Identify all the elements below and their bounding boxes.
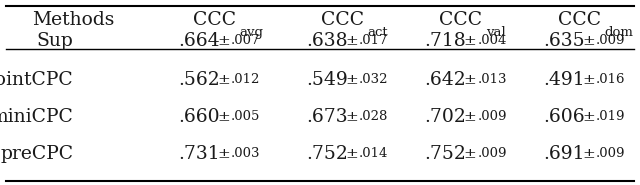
- Text: jointCPC: jointCPC: [0, 70, 74, 89]
- Text: ±: ±: [582, 73, 595, 87]
- Text: miniCPC: miniCPC: [0, 107, 74, 126]
- Text: .635: .635: [543, 32, 585, 50]
- Text: .691: .691: [543, 144, 584, 163]
- Text: ±: ±: [345, 110, 358, 124]
- Text: CCC: CCC: [557, 11, 601, 29]
- Text: .019: .019: [596, 110, 625, 123]
- Text: val: val: [486, 26, 506, 39]
- Text: ±: ±: [582, 110, 595, 124]
- Text: .003: .003: [231, 147, 260, 160]
- Text: .660: .660: [179, 107, 220, 126]
- Text: .718: .718: [425, 32, 467, 50]
- Text: .014: .014: [359, 147, 388, 160]
- Text: ±: ±: [463, 73, 476, 87]
- Text: .007: .007: [231, 34, 260, 47]
- Text: .549: .549: [307, 70, 348, 89]
- Text: .013: .013: [477, 73, 507, 86]
- Text: ±: ±: [217, 73, 230, 87]
- Text: ±: ±: [345, 147, 358, 161]
- Text: .752: .752: [307, 144, 348, 163]
- Text: ±: ±: [345, 73, 358, 87]
- Text: ±: ±: [463, 34, 476, 48]
- Text: ±: ±: [463, 147, 476, 161]
- Text: .562: .562: [179, 70, 220, 89]
- Text: dom: dom: [604, 26, 633, 39]
- Text: ±: ±: [217, 147, 230, 161]
- Text: .009: .009: [477, 147, 507, 160]
- Text: .012: .012: [231, 73, 260, 86]
- Text: .028: .028: [359, 110, 388, 123]
- Text: .009: .009: [477, 110, 507, 123]
- Text: .752: .752: [425, 144, 467, 163]
- Text: .642: .642: [425, 70, 467, 89]
- Text: .702: .702: [425, 107, 467, 126]
- Text: avg: avg: [239, 26, 264, 39]
- Text: .731: .731: [179, 144, 220, 163]
- Text: .009: .009: [596, 34, 625, 47]
- Text: ±: ±: [345, 34, 358, 48]
- Text: preCPC: preCPC: [1, 144, 74, 163]
- Text: .017: .017: [359, 34, 388, 47]
- Text: .673: .673: [307, 107, 348, 126]
- Text: Sup: Sup: [36, 32, 74, 50]
- Text: ±: ±: [217, 34, 230, 48]
- Text: .664: .664: [179, 32, 220, 50]
- Text: .016: .016: [596, 73, 625, 86]
- Text: .032: .032: [359, 73, 388, 86]
- Text: CCC: CCC: [439, 11, 483, 29]
- Text: CCC: CCC: [321, 11, 364, 29]
- Text: ±: ±: [217, 110, 230, 124]
- Text: ±: ±: [582, 34, 595, 48]
- Text: ±: ±: [463, 110, 476, 124]
- Text: ±: ±: [582, 147, 595, 161]
- Text: Methods: Methods: [33, 11, 115, 29]
- Text: CCC: CCC: [193, 11, 236, 29]
- Text: .606: .606: [543, 107, 585, 126]
- Text: .005: .005: [231, 110, 260, 123]
- Text: .491: .491: [543, 70, 585, 89]
- Text: .009: .009: [596, 147, 625, 160]
- Text: .004: .004: [477, 34, 507, 47]
- Text: act: act: [367, 26, 388, 39]
- Text: .638: .638: [307, 32, 348, 50]
